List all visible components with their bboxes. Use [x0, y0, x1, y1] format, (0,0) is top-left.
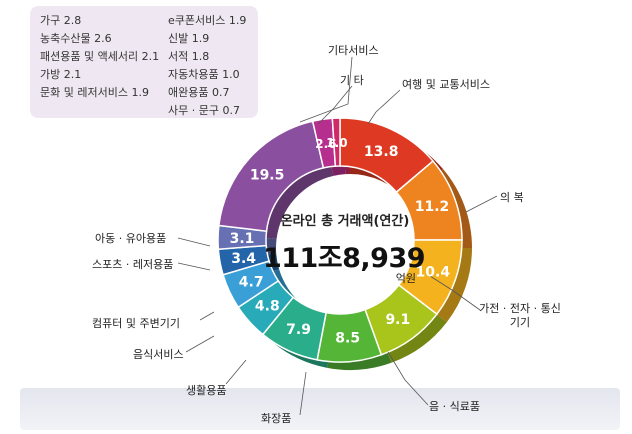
pie-slice	[331, 117, 341, 167]
slice-value-label: 4.7	[239, 274, 264, 290]
callout-label-kids: 아동 · 유아용품	[95, 232, 167, 245]
breakdown-item: 패션용품 및 액세서리 2.1	[40, 50, 160, 63]
other-breakdown-box	[30, 6, 258, 118]
total-amount: 111조8,939	[262, 243, 426, 274]
leader-line	[317, 85, 353, 125]
slice-value-label: 8.5	[335, 331, 360, 347]
callout-label-computer: 컴퓨터 및 주변기기	[92, 317, 180, 330]
leader-lines	[177, 56, 498, 416]
slice-value-label: 2.6	[315, 137, 336, 151]
callout-label-food: 음 · 식료품	[429, 400, 480, 413]
chart-title: 온라인 총 거래액(연간)	[280, 214, 410, 229]
leader-line	[387, 351, 429, 406]
callout-label-cosmetics: 화장품	[261, 412, 292, 425]
slice-value-label: 1.0	[326, 136, 347, 150]
leader-line	[299, 56, 353, 123]
breakdown-item: 애완용품 0.7	[168, 86, 230, 99]
callout-label-travel: 여행 및 교통서비스	[402, 78, 490, 91]
slice-value-label: 10.4	[416, 264, 451, 280]
leader-line	[465, 195, 498, 213]
leader-line	[429, 275, 481, 311]
breakdown-item: e쿠폰서비스 1.9	[168, 14, 247, 27]
breakdown-item: 사무 · 문구 0.7	[168, 104, 240, 117]
callout-label-food-service: 음식서비스	[133, 348, 184, 361]
slice-value-label: 3.4	[231, 251, 256, 267]
leader-line	[199, 311, 215, 321]
callout-label-other: 기 타	[340, 74, 364, 87]
slice-value-label: 7.9	[286, 322, 311, 338]
donut-slices	[217, 117, 463, 363]
breakdown-item: 가구 2.8	[40, 14, 82, 27]
breakdown-item: 농축수산물 2.6	[40, 32, 112, 45]
callout-label-clothing: 의 복	[500, 191, 524, 204]
slice-value-label: 4.8	[255, 299, 280, 315]
leader-line	[177, 237, 211, 247]
slice-value-label: 9.1	[385, 312, 410, 328]
leader-line	[185, 335, 215, 353]
floor-shadow	[20, 388, 620, 430]
breakdown-item: 가방 2.1	[40, 68, 82, 81]
callout-label-household: 생활용품	[186, 384, 227, 397]
leader-line	[225, 359, 247, 385]
breakdown-item: 문화 및 레저서비스 1.9	[40, 86, 149, 99]
slice-value-label: 13.8	[364, 144, 399, 160]
slice-value-label: 3.1	[230, 231, 255, 247]
breakdown-item: 신발 1.9	[168, 32, 210, 45]
breakdown-item: 서적 1.8	[168, 50, 210, 63]
leader-line	[299, 371, 307, 416]
callout-label-electronics: 가전 · 전자 · 통신기기	[479, 302, 561, 329]
slice-values: 13.8 11.2 10.4 9.1 8.5 7.9 4.8 4.7 3.4 3.1 19.5 2.6…	[230, 136, 451, 347]
callout-label-sports: 스포츠 · 레저용품	[92, 258, 174, 271]
total-unit: 억원	[395, 272, 416, 285]
slice-value-label: 19.5	[250, 168, 285, 184]
breakdown-item: 자동차용품 1.0	[168, 68, 240, 81]
leader-line	[367, 89, 401, 125]
leader-line	[177, 262, 211, 271]
callout-label-other-services: 기타서비스	[328, 44, 379, 57]
slice-value-label: 11.2	[415, 199, 450, 215]
